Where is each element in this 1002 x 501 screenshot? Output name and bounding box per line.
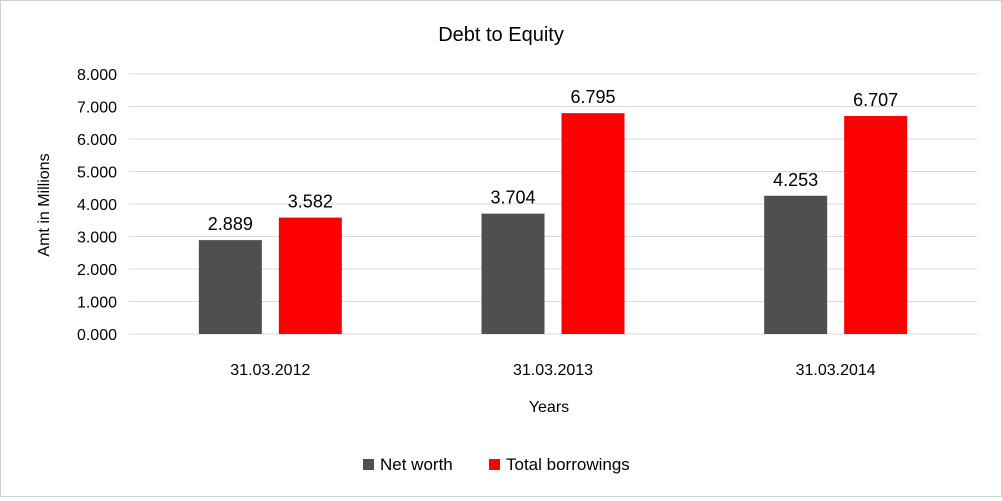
- legend: Net worth Total borrowings: [363, 455, 630, 474]
- y-tick-label: 6.000: [77, 132, 117, 149]
- y-tick-labels: 0.000 1.000 2.000 3.000 4.000 5.000 6.000 7.000…: [77, 67, 117, 344]
- x-tick-label: 31.03.2013: [513, 362, 593, 379]
- legend-label: Net worth: [380, 455, 453, 474]
- data-label: 3.704: [490, 188, 535, 208]
- data-label: 4.253: [773, 170, 818, 190]
- bar: [198, 240, 262, 334]
- data-label: 6.795: [570, 87, 615, 107]
- data-label: 2.889: [208, 214, 253, 234]
- x-tick-label: 31.03.2012: [230, 362, 310, 379]
- data-label: 6.707: [853, 90, 898, 110]
- gridlines: [129, 73, 977, 335]
- x-axis-label: Years: [529, 399, 569, 416]
- bar: [844, 116, 908, 335]
- legend-label: Total borrowings: [506, 455, 630, 474]
- bars: [198, 113, 908, 335]
- legend-swatch: [489, 459, 500, 470]
- bar: [278, 217, 342, 334]
- bar: [561, 113, 625, 334]
- y-tick-label: 4.000: [77, 197, 117, 214]
- y-axis-label: Amt in Millions: [36, 153, 53, 256]
- y-tick-label: 1.000: [77, 295, 117, 312]
- bar: [764, 195, 828, 334]
- y-tick-label: 7.000: [77, 100, 117, 117]
- data-labels: 2.889 3.582 3.704 6.795 4.253 6.707: [208, 87, 898, 234]
- y-tick-label: 5.000: [77, 165, 117, 182]
- legend-swatch: [363, 459, 374, 470]
- y-tick-label: 8.000: [77, 67, 117, 84]
- x-tick-labels: 31.03.2012 31.03.2013 31.03.2014: [230, 362, 876, 379]
- data-label: 3.582: [288, 192, 333, 212]
- y-tick-label: 0.000: [77, 327, 117, 344]
- x-tick-label: 31.03.2014: [796, 362, 876, 379]
- chart-title: Debt to Equity: [438, 24, 564, 46]
- y-tick-label: 2.000: [77, 262, 117, 279]
- y-tick-label: 3.000: [77, 230, 117, 247]
- bar: [481, 213, 545, 334]
